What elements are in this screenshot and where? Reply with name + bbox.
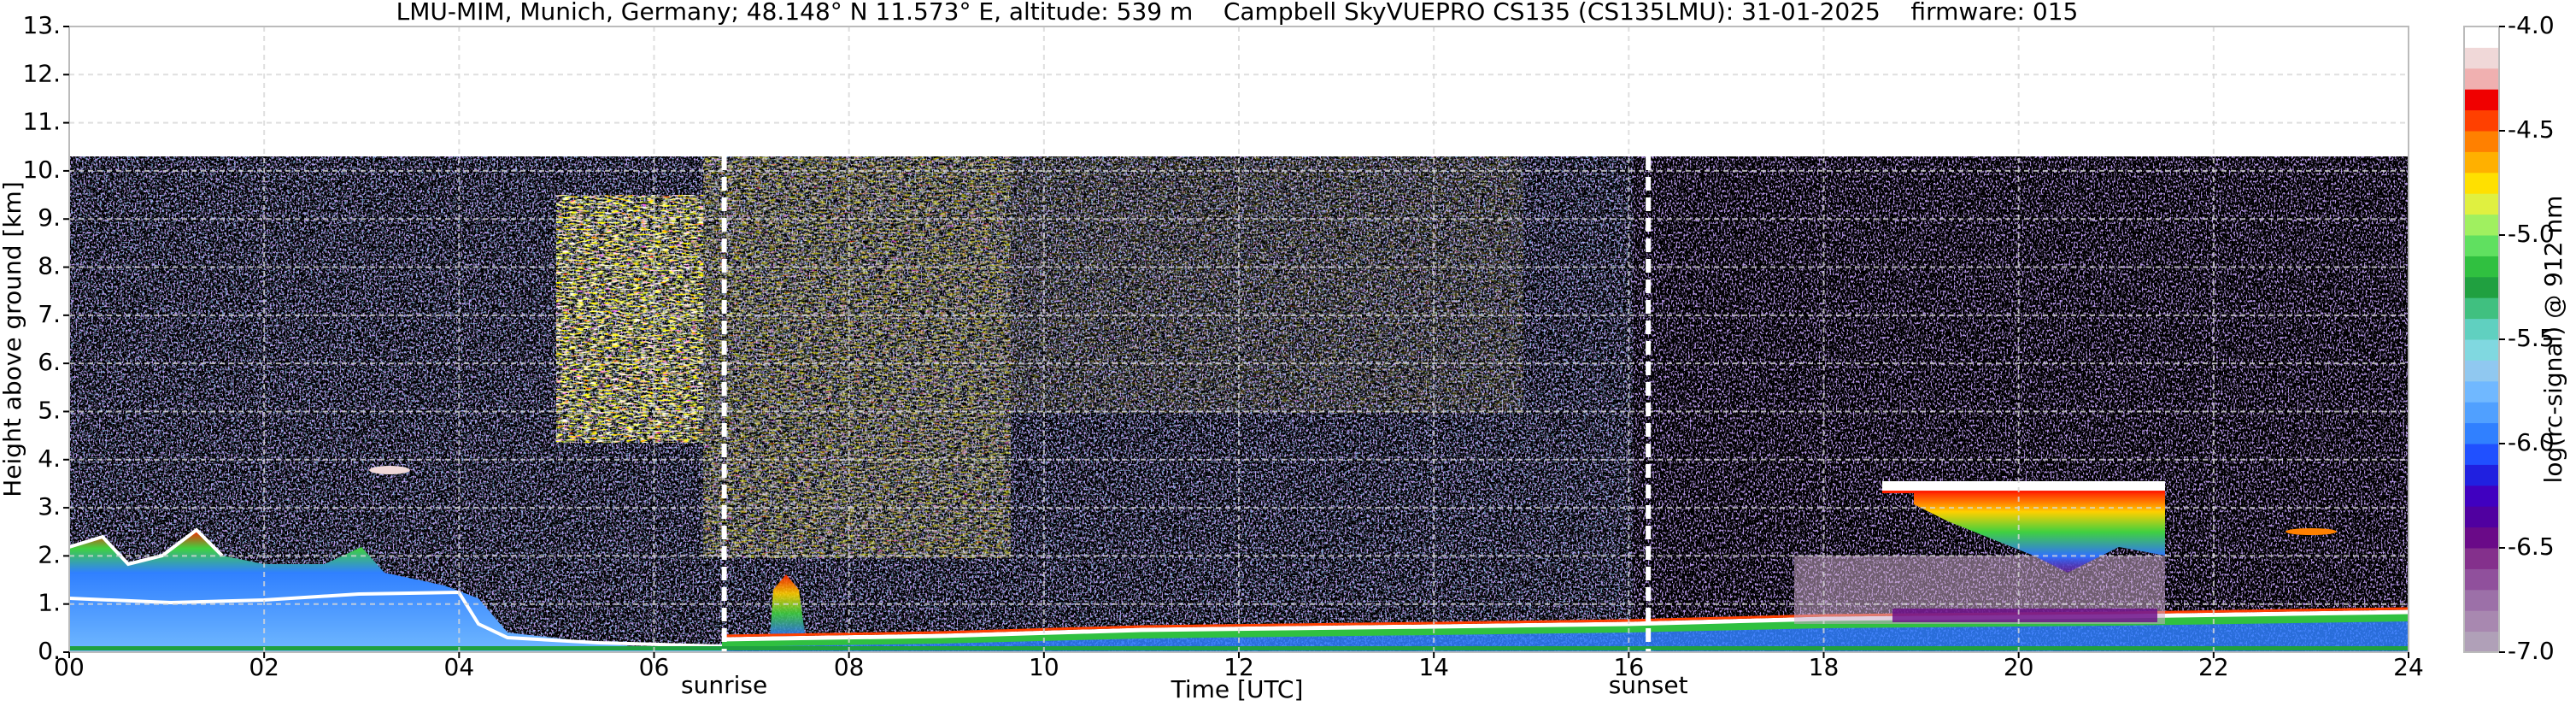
annotation-label: sunrise xyxy=(681,671,767,699)
colorbar-cell xyxy=(2464,47,2499,69)
x-tick-label: 24 xyxy=(2393,653,2424,681)
y-tick-label: 5. xyxy=(38,396,61,424)
colorbar-cell xyxy=(2464,548,2499,569)
colorbar-tick-label: -7.0 xyxy=(2508,637,2555,665)
colorbar-tick-label: -6.0 xyxy=(2508,428,2555,456)
y-tick-label: 7. xyxy=(38,300,61,328)
y-tick-label: 13. xyxy=(22,11,61,39)
colorbar-cell xyxy=(2464,297,2499,320)
x-tick-label: 18 xyxy=(1809,653,1840,681)
colorbar-cell xyxy=(2464,610,2499,632)
colorbar-cell xyxy=(2464,318,2499,340)
annotation-label: sunset xyxy=(1609,671,1688,699)
x-tick-label: 04 xyxy=(444,653,475,681)
chart-title: LMU-MIM, Munich, Germany; 48.148° N 11.5… xyxy=(396,0,2079,26)
colorbar-cell xyxy=(2464,527,2499,549)
colorbar-cell xyxy=(2464,380,2499,403)
x-tick-label: 14 xyxy=(1418,653,1449,681)
colorbar-cell xyxy=(2464,131,2499,152)
colorbar-cell xyxy=(2464,506,2499,528)
colorbar-tick-label: -6.5 xyxy=(2508,532,2555,561)
x-tick-label: 16 xyxy=(1614,653,1645,681)
y-tick-label: 0. xyxy=(38,637,61,665)
colorbar-cell xyxy=(2464,339,2499,361)
y-tick-label: 1. xyxy=(38,589,61,617)
y-tick-label: 11. xyxy=(22,108,61,136)
colorbar-cell xyxy=(2464,235,2499,256)
colorbar-cell xyxy=(2464,631,2499,653)
y-tick-label: 10. xyxy=(22,156,61,184)
x-tick-label: 12 xyxy=(1223,653,1254,681)
colorbar-cell xyxy=(2464,109,2499,132)
colorbar-cell xyxy=(2464,276,2499,298)
colorbar-cell xyxy=(2464,360,2499,382)
y-tick-label: 3. xyxy=(38,492,61,521)
colorbar-cell xyxy=(2464,422,2499,444)
x-tick-label: 00 xyxy=(54,653,85,681)
y-tick-label: 12. xyxy=(22,59,61,87)
y-tick-label: 9. xyxy=(38,203,61,232)
colorbar-cell xyxy=(2464,485,2499,507)
colorbar-cell xyxy=(2464,464,2499,486)
y-tick-label: 2. xyxy=(38,540,61,568)
y-axis-label: Height above ground [km] xyxy=(0,181,26,497)
colorbar-tick-label: -5.0 xyxy=(2508,220,2555,248)
colorbar-tick-label: -4.0 xyxy=(2508,11,2555,39)
colorbar-cell xyxy=(2464,214,2499,236)
y-tick-label: 6. xyxy=(38,348,61,376)
colorbar-cell xyxy=(2464,26,2499,48)
colorbar-cell xyxy=(2464,589,2499,611)
colorbar-tick-label: -4.5 xyxy=(2508,115,2555,144)
colorbar-cell xyxy=(2464,68,2499,90)
x-tick-label: 22 xyxy=(2198,653,2229,681)
x-axis-label: Time [UTC] xyxy=(1171,675,1304,703)
colorbar-cell xyxy=(2464,151,2499,174)
y-tick-label: 4. xyxy=(38,444,61,473)
colorbar-cell xyxy=(2464,256,2499,278)
colorbar-cell xyxy=(2464,402,2499,424)
y-tick-label: 8. xyxy=(38,252,61,280)
colorbar-cell xyxy=(2464,444,2499,465)
colorbar-label: log(rc-signal) @ 912 nm xyxy=(2539,196,2567,484)
x-tick-label: 08 xyxy=(834,653,865,681)
colorbar-cell xyxy=(2464,89,2499,111)
x-tick-label: 06 xyxy=(639,653,670,681)
colorbar-tick-label: -5.5 xyxy=(2508,324,2555,352)
x-tick-label: 20 xyxy=(2004,653,2034,681)
x-tick-label: 10 xyxy=(1029,653,1059,681)
colorbar-cell xyxy=(2464,193,2499,215)
colorbar-cell xyxy=(2464,172,2499,194)
colorbar-cell xyxy=(2464,568,2499,591)
x-tick-label: 02 xyxy=(249,653,279,681)
